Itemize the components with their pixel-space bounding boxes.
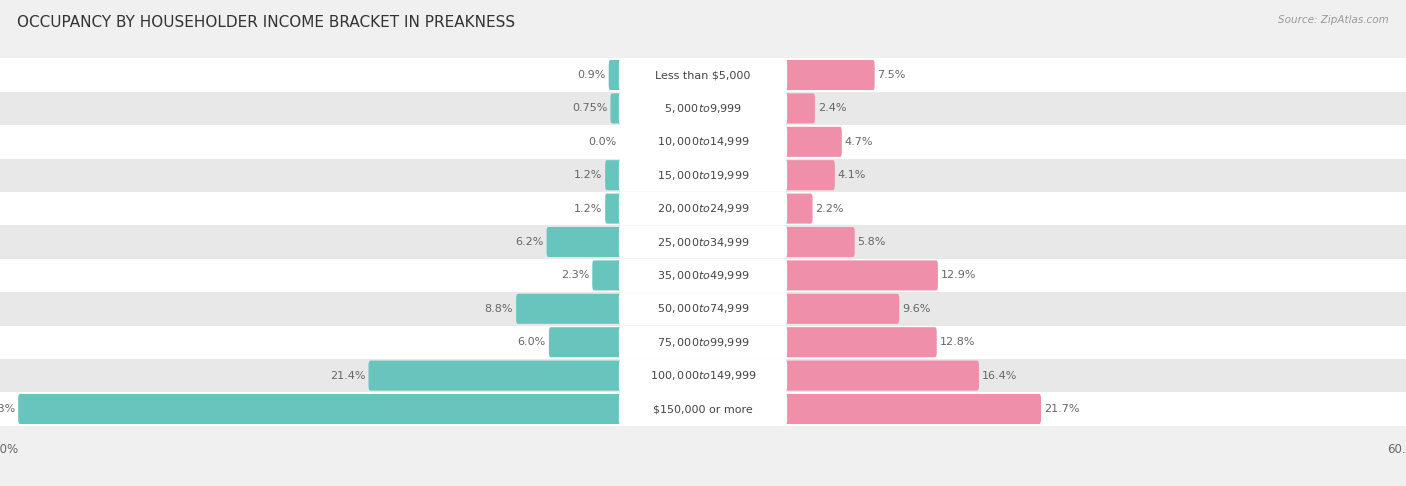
Text: $15,000 to $19,999: $15,000 to $19,999 [657, 169, 749, 182]
FancyBboxPatch shape [783, 160, 835, 190]
Text: 6.0%: 6.0% [517, 337, 546, 347]
FancyBboxPatch shape [0, 58, 1406, 92]
Text: Less than $5,000: Less than $5,000 [655, 70, 751, 80]
Text: 0.0%: 0.0% [588, 137, 616, 147]
FancyBboxPatch shape [783, 93, 815, 123]
Text: 5.8%: 5.8% [858, 237, 886, 247]
FancyBboxPatch shape [548, 327, 623, 357]
FancyBboxPatch shape [516, 294, 623, 324]
FancyBboxPatch shape [619, 359, 787, 392]
FancyBboxPatch shape [0, 158, 1406, 192]
FancyBboxPatch shape [609, 60, 623, 90]
FancyBboxPatch shape [783, 294, 900, 324]
FancyBboxPatch shape [783, 227, 855, 257]
FancyBboxPatch shape [619, 326, 787, 359]
Text: 0.75%: 0.75% [572, 104, 607, 113]
FancyBboxPatch shape [783, 127, 842, 157]
Text: 51.3%: 51.3% [0, 404, 15, 414]
Text: 12.9%: 12.9% [941, 270, 976, 280]
Text: 1.2%: 1.2% [574, 204, 602, 214]
FancyBboxPatch shape [619, 226, 787, 259]
Text: 2.4%: 2.4% [818, 104, 846, 113]
FancyBboxPatch shape [18, 394, 623, 424]
Text: 9.6%: 9.6% [903, 304, 931, 314]
FancyBboxPatch shape [619, 259, 787, 292]
Text: $35,000 to $49,999: $35,000 to $49,999 [657, 269, 749, 282]
FancyBboxPatch shape [619, 58, 787, 91]
Text: 4.7%: 4.7% [845, 137, 873, 147]
Text: 2.2%: 2.2% [815, 204, 844, 214]
Text: 8.8%: 8.8% [485, 304, 513, 314]
FancyBboxPatch shape [783, 394, 1040, 424]
FancyBboxPatch shape [619, 393, 787, 426]
Text: $100,000 to $149,999: $100,000 to $149,999 [650, 369, 756, 382]
FancyBboxPatch shape [619, 159, 787, 192]
Text: 21.7%: 21.7% [1043, 404, 1080, 414]
FancyBboxPatch shape [0, 392, 1406, 426]
Text: Source: ZipAtlas.com: Source: ZipAtlas.com [1278, 15, 1389, 25]
FancyBboxPatch shape [547, 227, 623, 257]
FancyBboxPatch shape [592, 260, 623, 291]
Text: $150,000 or more: $150,000 or more [654, 404, 752, 414]
Text: $25,000 to $34,999: $25,000 to $34,999 [657, 236, 749, 248]
FancyBboxPatch shape [0, 292, 1406, 326]
Text: $10,000 to $14,999: $10,000 to $14,999 [657, 135, 749, 148]
FancyBboxPatch shape [610, 93, 623, 123]
FancyBboxPatch shape [619, 292, 787, 325]
Text: OCCUPANCY BY HOUSEHOLDER INCOME BRACKET IN PREAKNESS: OCCUPANCY BY HOUSEHOLDER INCOME BRACKET … [17, 15, 515, 30]
FancyBboxPatch shape [0, 125, 1406, 158]
FancyBboxPatch shape [0, 92, 1406, 125]
Text: 16.4%: 16.4% [981, 371, 1017, 381]
FancyBboxPatch shape [783, 361, 979, 391]
FancyBboxPatch shape [619, 125, 787, 158]
Text: 1.2%: 1.2% [574, 170, 602, 180]
FancyBboxPatch shape [619, 92, 787, 125]
FancyBboxPatch shape [0, 192, 1406, 226]
FancyBboxPatch shape [783, 260, 938, 291]
Text: $20,000 to $24,999: $20,000 to $24,999 [657, 202, 749, 215]
Text: $50,000 to $74,999: $50,000 to $74,999 [657, 302, 749, 315]
FancyBboxPatch shape [605, 160, 623, 190]
FancyBboxPatch shape [0, 259, 1406, 292]
Text: 6.2%: 6.2% [515, 237, 544, 247]
Text: 0.9%: 0.9% [578, 70, 606, 80]
FancyBboxPatch shape [605, 193, 623, 224]
Text: 21.4%: 21.4% [330, 371, 366, 381]
FancyBboxPatch shape [783, 193, 813, 224]
Text: 2.3%: 2.3% [561, 270, 589, 280]
Text: 4.1%: 4.1% [838, 170, 866, 180]
Text: 12.8%: 12.8% [939, 337, 976, 347]
FancyBboxPatch shape [783, 327, 936, 357]
FancyBboxPatch shape [368, 361, 623, 391]
FancyBboxPatch shape [0, 359, 1406, 392]
Text: 7.5%: 7.5% [877, 70, 905, 80]
FancyBboxPatch shape [619, 192, 787, 225]
Text: $75,000 to $99,999: $75,000 to $99,999 [657, 336, 749, 349]
FancyBboxPatch shape [0, 326, 1406, 359]
FancyBboxPatch shape [783, 60, 875, 90]
Text: $5,000 to $9,999: $5,000 to $9,999 [664, 102, 742, 115]
FancyBboxPatch shape [0, 226, 1406, 259]
